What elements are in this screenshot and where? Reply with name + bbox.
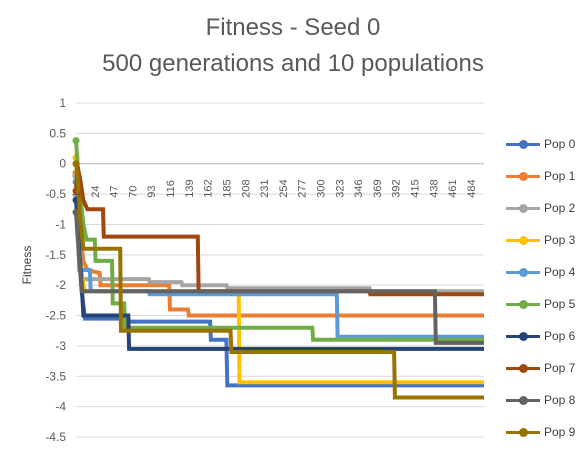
series-point <box>72 137 80 145</box>
legend-label: Pop 8 <box>544 393 576 407</box>
legend-item: Pop 0 <box>506 134 584 166</box>
legend-item: Pop 7 <box>506 358 584 390</box>
x-tick-label: 392 <box>391 179 403 197</box>
legend-label: Pop 0 <box>544 137 576 151</box>
legend-marker <box>519 364 528 373</box>
y-tick-label: -3 <box>55 339 66 353</box>
x-tick-label: 438 <box>428 179 440 197</box>
y-tick-label: -0.5 <box>45 187 66 201</box>
series-point <box>72 160 80 168</box>
x-tick-label: 185 <box>221 179 233 197</box>
x-tick-label: 47 <box>109 185 121 197</box>
x-tick-label: 461 <box>447 179 459 197</box>
x-tick-label: 346 <box>353 179 365 197</box>
legend-label: Pop 3 <box>544 233 576 247</box>
legend-label: Pop 4 <box>544 265 576 279</box>
legend-marker <box>519 332 528 341</box>
legend-marker <box>519 396 528 405</box>
y-tick-label: -1 <box>55 217 66 231</box>
x-tick-label: 70 <box>127 185 139 197</box>
legend-marker <box>519 172 528 181</box>
y-tick-label: -2.5 <box>45 309 66 323</box>
legend-item: Pop 3 <box>506 230 584 262</box>
legend-item: Pop 5 <box>506 294 584 326</box>
x-tick-label: 208 <box>240 179 252 197</box>
y-tick-label: 1 <box>59 96 66 110</box>
chart-title: Fitness - Seed 0 <box>205 14 381 41</box>
x-tick-label: 24 <box>90 185 102 197</box>
legend-marker <box>519 204 528 213</box>
legend-marker <box>519 268 528 277</box>
y-tick-label: -2 <box>55 278 66 292</box>
legend-marker <box>519 236 528 245</box>
legend-item: Pop 1 <box>506 166 584 198</box>
y-tick-label: 0 <box>59 157 66 171</box>
x-tick-label: 116 <box>165 180 177 198</box>
x-tick-label: 300 <box>315 179 327 197</box>
x-tick-label: 484 <box>466 179 478 197</box>
x-tick-label: 415 <box>410 179 422 197</box>
legend-item: Pop 9 <box>506 422 584 454</box>
y-tick-label: -1.5 <box>45 248 66 262</box>
x-tick-label: 369 <box>372 179 384 197</box>
legend-label: Pop 6 <box>544 329 576 343</box>
legend-marker <box>519 428 528 437</box>
y-tick-label: -4.5 <box>45 430 66 444</box>
legend-label: Pop 9 <box>544 425 576 439</box>
legend: Pop 0 Pop 1 Pop 2 Pop 3 Pop 4 Pop 5 Pop 6 Pop 7… <box>506 134 584 454</box>
series-line-pop-9 <box>74 163 484 400</box>
legend-marker <box>519 300 528 309</box>
x-tick-label: 254 <box>278 179 290 197</box>
series-line-pop-8 <box>74 212 484 345</box>
legend-item: Pop 8 <box>506 390 584 422</box>
legend-marker <box>519 140 528 149</box>
x-tick-label: 323 <box>334 179 346 197</box>
legend-item: Pop 4 <box>506 262 584 294</box>
x-tick-label: 277 <box>297 179 309 197</box>
y-axis-label: Fitness <box>20 246 34 285</box>
legend-label: Pop 7 <box>544 361 576 375</box>
x-tick-label: 139 <box>184 179 196 197</box>
chart-subtitle: 500 generations and 10 populations <box>102 50 484 77</box>
legend-item: Pop 6 <box>506 326 584 358</box>
x-tick-label: 1 <box>71 192 83 198</box>
x-tick-label: 231 <box>259 179 271 197</box>
y-tick-label: -3.5 <box>45 369 66 383</box>
y-tick-label: 0.5 <box>49 126 66 140</box>
legend-item: Pop 2 <box>506 198 584 230</box>
x-tick-label: 93 <box>146 185 158 197</box>
x-tick-label: 162 <box>203 179 215 197</box>
legend-label: Pop 2 <box>544 201 576 215</box>
legend-label: Pop 5 <box>544 297 576 311</box>
series-line-pop-5 <box>74 140 484 342</box>
y-tick-label: -4 <box>55 400 66 414</box>
legend-label: Pop 1 <box>544 169 576 183</box>
